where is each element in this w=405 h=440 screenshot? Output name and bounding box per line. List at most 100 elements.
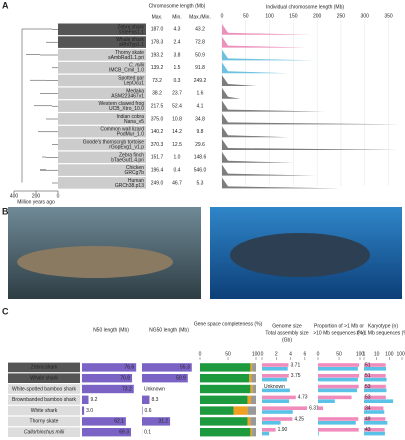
tick-label: 100 [265, 13, 274, 19]
value-label: 51 [365, 362, 371, 368]
max-value: 375.0 [151, 116, 164, 122]
min-value: 12.5 [172, 142, 182, 148]
col-header: Min. [172, 14, 181, 20]
max-value: 196.4 [151, 168, 164, 174]
species-name: Zebra shark [31, 365, 58, 371]
min-value: 23.7 [172, 91, 182, 97]
ratio-value: 1.6 [197, 91, 204, 97]
tick-label: 0 [261, 351, 264, 357]
species-name: White-spotted bamboo shark [12, 386, 76, 392]
bar-seqs [364, 367, 387, 371]
species-name: Spotted gar [118, 76, 144, 82]
assembly-name: rGopEvg1_v1.p [109, 145, 144, 151]
value-label: 55.3 [180, 365, 190, 371]
chromosome-profile [222, 88, 241, 99]
col-header: Gene space completeness (%) [194, 321, 263, 327]
ratio-value: 91.8 [195, 65, 205, 71]
col-header: Proportion of >1 Mb or [314, 323, 364, 329]
bar-missing [247, 406, 256, 415]
bar-gt1 [318, 406, 324, 410]
value-label: 53 [365, 384, 371, 390]
bar-fragmented [249, 374, 252, 383]
value-label: 4.73 [298, 395, 308, 401]
tick-label: 100 [252, 351, 261, 357]
species-name: Whale shark [30, 376, 58, 382]
bar-seqs [364, 388, 387, 393]
value-label: 69.3 [119, 430, 129, 436]
min-value: 1.0 [174, 155, 181, 161]
max-value: 38.2 [152, 91, 162, 97]
species-name: Human [128, 178, 144, 184]
assembly-name: sRhiTyp1.1 [119, 42, 144, 48]
bar-complete [200, 428, 251, 437]
col-header: (Gb) [282, 337, 292, 343]
min-value: 10.8 [172, 116, 182, 122]
bar-assembly [262, 388, 290, 393]
tick-label: 50 [336, 351, 342, 357]
bar [82, 417, 126, 426]
max-value: 139.2 [151, 65, 164, 71]
bar-genome [262, 374, 289, 378]
bar [82, 384, 134, 394]
bar-fragmented [233, 406, 248, 415]
value-label: 4.25 [294, 416, 304, 422]
bar-gt10 [318, 367, 358, 371]
tick-label: 200 [32, 193, 41, 199]
value-label: 73.2 [122, 386, 132, 392]
bar-missing [252, 384, 256, 394]
bar-gt1 [318, 395, 352, 400]
species-box [58, 151, 146, 164]
ratio-value: 249.2 [194, 78, 207, 84]
bar-seqs [364, 377, 387, 382]
bar-karyotype [364, 406, 384, 410]
min-value: 0.3 [174, 78, 181, 84]
min-value: 46.7 [172, 180, 182, 186]
col-header: # >1 Mb sequences (%) [357, 330, 405, 336]
species-box [8, 405, 80, 416]
bar-complete [200, 406, 234, 415]
species-name: Common wall lizard [100, 127, 144, 133]
species-box [8, 416, 80, 427]
bar-seqs [364, 410, 385, 414]
tick-label: 1 [363, 351, 366, 357]
value-label: 49 [365, 416, 371, 422]
bar-gt10 [318, 399, 335, 403]
species-box [58, 36, 146, 48]
chromosome-profile [222, 152, 295, 163]
species-name: Zebra finch [119, 152, 144, 158]
bar-missing [251, 374, 256, 383]
bar-genome [262, 363, 289, 367]
value-label: 0.6 [145, 408, 152, 414]
bar-assembly [262, 367, 288, 371]
species-name: C. milii [129, 63, 145, 69]
bar-gt10 [318, 431, 319, 436]
bar-genome [262, 417, 293, 421]
col-header: Karyotype (n) [368, 323, 398, 329]
bar-gt1 [318, 374, 360, 378]
shark-shape [230, 233, 370, 277]
species-box [58, 87, 146, 100]
species-box [58, 23, 146, 36]
species-box [58, 100, 146, 112]
tick-label: 100 [385, 351, 394, 357]
value-label: 70.8 [120, 376, 130, 382]
tick-label: 2 [275, 351, 278, 357]
col-header: >10 Mb sequences (%) [313, 330, 365, 336]
max-value: 370.3 [151, 142, 164, 148]
tick-label: 400 [10, 193, 19, 199]
axis-label: Million years ago [17, 199, 55, 205]
assembly-name: ASM223467v1 [111, 93, 144, 99]
species-name: Indian cobra [116, 114, 144, 120]
chromosome-profile [222, 100, 326, 112]
bar [82, 395, 89, 404]
species-name: Chicken [126, 165, 144, 171]
assembly-name: LepOcu1 [124, 81, 145, 87]
bar-assembly [262, 410, 293, 414]
min-value: 1.5 [174, 65, 181, 71]
bar-genome [262, 406, 308, 410]
tick-label: 100 [356, 351, 365, 357]
bar-seqs [364, 431, 385, 436]
value-label: 3.71 [291, 362, 301, 368]
chromosome-profile [222, 75, 257, 86]
